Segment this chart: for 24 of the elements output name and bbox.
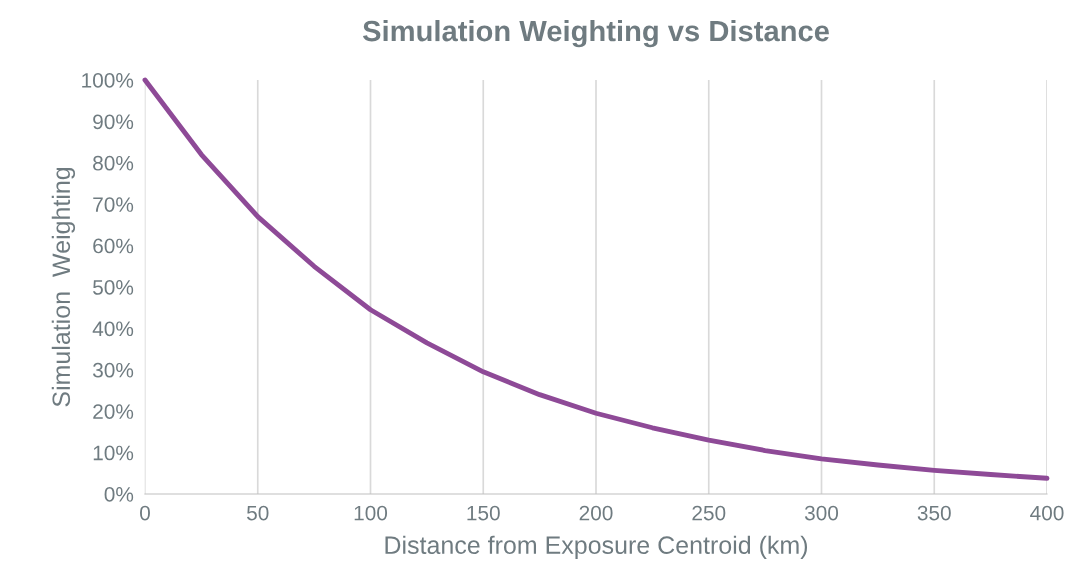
- x-tick-label: 200: [579, 505, 613, 521]
- x-tick-label: 50: [247, 505, 269, 521]
- y-axis-title: Simulation Weighting: [51, 167, 76, 407]
- y-tick-label: 20%: [93, 404, 134, 419]
- x-tick-label: 300: [804, 505, 839, 521]
- x-tick-label: 250: [692, 505, 726, 521]
- y-tick-label: 60%: [93, 238, 134, 254]
- y-tick-label: 0%: [104, 487, 134, 502]
- x-tick-label: 150: [467, 505, 500, 521]
- y-tick-label: 70%: [93, 197, 134, 212]
- x-tick-label: 100: [354, 505, 388, 521]
- x-axis-title: Distance from Exposure Centroid (km): [385, 535, 808, 559]
- line-series: [142, 77, 1050, 481]
- y-tick-label: 100%: [82, 73, 134, 88]
- x-tick-label: 0: [140, 505, 150, 521]
- chart-title: Simulation Weighting vs Distance: [362, 19, 829, 48]
- y-tick-label: 90%: [93, 114, 134, 130]
- x-tick-label: 400: [1030, 505, 1064, 521]
- y-tick-label: 30%: [92, 362, 134, 378]
- y-tick-label: 40%: [92, 321, 134, 337]
- y-tick-label: 80%: [93, 155, 134, 171]
- y-tick-label: 50%: [93, 280, 134, 295]
- y-tick-label: 10%: [93, 445, 134, 461]
- x-tick-label: 350: [917, 505, 951, 521]
